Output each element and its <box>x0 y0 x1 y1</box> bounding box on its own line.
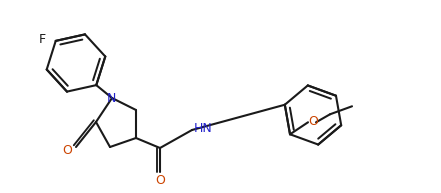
Text: N: N <box>106 92 116 106</box>
Text: O: O <box>308 115 318 128</box>
Text: F: F <box>39 33 46 46</box>
Text: O: O <box>155 174 165 188</box>
Text: HN: HN <box>194 122 213 135</box>
Text: O: O <box>62 144 72 157</box>
